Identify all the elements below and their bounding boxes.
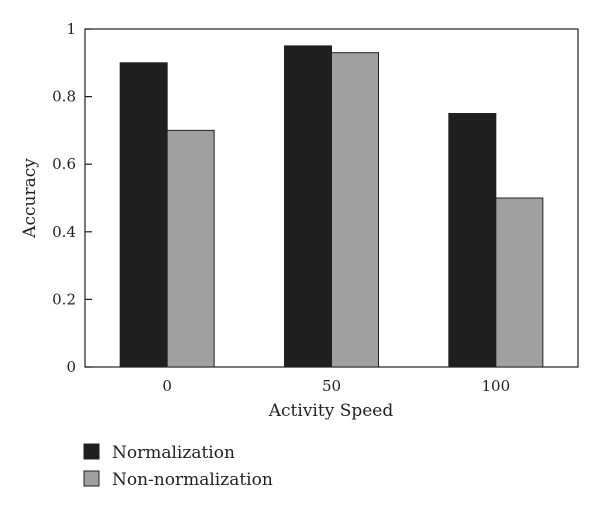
- x-tick-label: 0: [162, 377, 172, 395]
- bar-non-normalization-0: [166, 129, 215, 368]
- legend-label: Normalization: [112, 443, 235, 463]
- y-tick-label: 0: [66, 358, 76, 376]
- bars-group: [119, 45, 544, 368]
- y-axis-label: Accuracy: [20, 158, 40, 239]
- legend-label: Non-normalization: [112, 470, 273, 490]
- legend: Normalization Non-normalization: [83, 443, 273, 490]
- x-axis-label: Activity Speed: [268, 401, 394, 421]
- y-tick-label: 0.8: [52, 88, 76, 106]
- bar-non-normalization-100: [495, 197, 544, 368]
- y-tick-label: 0.4: [52, 223, 76, 241]
- bar-normalization-50: [284, 45, 332, 368]
- y-axis-ticks: 0 0.2 0.4 0.6 0.8 1: [52, 20, 92, 376]
- x-tick-label: 100: [482, 377, 511, 395]
- y-tick-label: 0.2: [52, 290, 76, 308]
- bar-normalization-100: [448, 113, 497, 368]
- x-tick-label: 50: [322, 377, 341, 395]
- y-tick-label: 1: [66, 20, 76, 38]
- x-axis-ticks: 0 50 100: [162, 360, 510, 395]
- legend-swatch: [83, 443, 100, 460]
- legend-swatch: [83, 470, 100, 487]
- y-tick-label: 0.6: [52, 155, 76, 173]
- bar-non-normalization-50: [331, 52, 379, 368]
- bar-normalization-0: [119, 62, 168, 368]
